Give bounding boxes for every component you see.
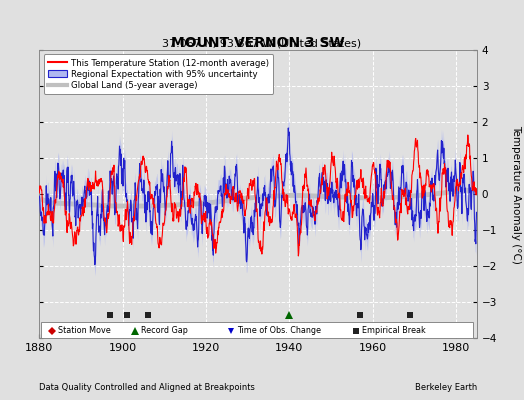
Text: Empirical Break: Empirical Break [362, 326, 425, 335]
Text: 37.067 N, 93.867 W (United States): 37.067 N, 93.867 W (United States) [162, 38, 362, 48]
Text: Record Gap: Record Gap [141, 326, 188, 335]
Text: Station Move: Station Move [58, 326, 111, 335]
Text: Data Quality Controlled and Aligned at Breakpoints: Data Quality Controlled and Aligned at B… [39, 383, 255, 392]
Text: Berkeley Earth: Berkeley Earth [414, 383, 477, 392]
Y-axis label: Temperature Anomaly (°C): Temperature Anomaly (°C) [511, 124, 521, 264]
Title: MOUNT VERNON 3 SW: MOUNT VERNON 3 SW [171, 36, 345, 50]
FancyBboxPatch shape [41, 322, 473, 338]
Text: Time of Obs. Change: Time of Obs. Change [237, 326, 321, 335]
Legend: This Temperature Station (12-month average), Regional Expectation with 95% uncer: This Temperature Station (12-month avera… [43, 54, 274, 94]
